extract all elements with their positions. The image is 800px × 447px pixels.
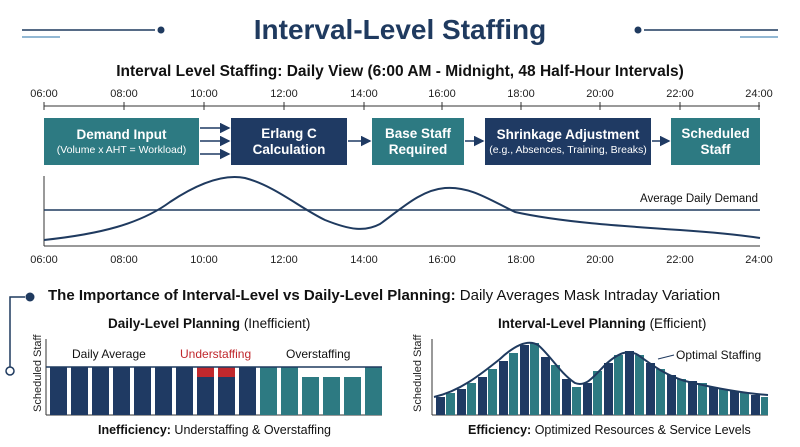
daily-bar-chart — [45, 339, 382, 416]
interval-bar-chart — [431, 339, 769, 416]
tick-bottom-2200: 22:00 — [666, 254, 694, 266]
optimal-staffing-curve — [433, 341, 769, 398]
interval-footer-bold: Efficiency: — [468, 423, 532, 437]
daily-average-label: Daily Average — [72, 347, 146, 361]
importance-heading-bold: The Importance of Interval-Level vs Dail… — [48, 287, 456, 304]
tick-bottom-2400: 24:00 — [745, 254, 773, 266]
daily-footer-light: Understaffing & Overstaffing — [174, 423, 331, 437]
flow-arrows — [200, 122, 671, 160]
scheduled-staff-label-1: Scheduled — [681, 125, 750, 141]
scheduled-staff-box: Scheduled Staff — [671, 118, 760, 165]
demand-input-sublabel: (Volume x AHT = Workload) — [56, 144, 187, 157]
top-axis-line — [43, 102, 760, 110]
tick-bottom-1600: 16:00 — [428, 254, 456, 266]
tick-top-2000: 20:00 — [586, 88, 614, 100]
tick-top-1600: 16:00 — [428, 88, 456, 100]
understaffing-gap — [197, 367, 235, 377]
demand-curve-chart — [43, 176, 761, 247]
daily-footer-bold: Inefficiency: — [98, 423, 171, 437]
base-staff-label-1: Base Staff — [384, 125, 452, 141]
interval-title-light: (Efficient) — [649, 316, 707, 331]
tick-top-0600: 06:00 — [30, 88, 58, 100]
interval-footer-light: Optimized Resources & Service Levels — [534, 423, 751, 437]
tick-top-0800: 08:00 — [110, 88, 138, 100]
section-connector — [5, 292, 35, 376]
interval-chart-title: Interval-Level Planning (Efficient) — [498, 316, 706, 331]
daily-footer: Inefficiency: Understaffing & Overstaffi… — [98, 423, 331, 437]
erlang-c-box: Erlang C Calculation — [231, 118, 347, 165]
tick-top-1800: 18:00 — [507, 88, 535, 100]
bottom-time-axis: 06:00 08:00 10:00 12:00 14:00 16:00 18:0… — [0, 252, 800, 268]
base-staff-box: Base Staff Required — [372, 118, 464, 165]
tick-bottom-1800: 18:00 — [507, 254, 535, 266]
understaffing-label: Understaffing — [180, 347, 252, 361]
tick-top-1200: 12:00 — [270, 88, 298, 100]
interval-bars — [436, 343, 768, 415]
daily-chart-title: Daily-Level Planning (Inefficient) — [108, 316, 310, 331]
tick-top-1400: 14:00 — [350, 88, 378, 100]
erlang-c-label-1: Erlang C — [261, 125, 317, 141]
interval-footer: Efficiency: Optimized Resources & Servic… — [468, 423, 751, 437]
demand-input-box: Demand Input (Volume x AHT = Workload) — [44, 118, 199, 165]
importance-heading-light: Daily Averages Mask Intraday Variation — [459, 287, 721, 304]
tick-bottom-0800: 08:00 — [110, 254, 138, 266]
tick-bottom-0600: 06:00 — [30, 254, 58, 266]
demand-curve — [43, 176, 761, 241]
tick-bottom-1400: 14:00 — [350, 254, 378, 266]
tick-top-2200: 22:00 — [666, 88, 694, 100]
tick-bottom-1200: 12:00 — [270, 254, 298, 266]
optimal-staffing-label: Optimal Staffing — [676, 348, 762, 362]
tick-top-2400: 24:00 — [745, 88, 773, 100]
daily-title-light: (Inefficient) — [243, 316, 311, 331]
daily-title-bold: Daily-Level Planning — [108, 316, 241, 331]
scheduled-staff-label-2: Staff — [700, 141, 731, 157]
overstaffing-label: Overstaffing — [286, 347, 351, 361]
overstaffing-gap — [302, 367, 361, 377]
tick-bottom-2000: 20:00 — [586, 254, 614, 266]
shrinkage-label: Shrinkage Adjustment — [496, 126, 640, 142]
shrinkage-box: Shrinkage Adjustment (e.g., Absences, Tr… — [485, 118, 651, 165]
base-staff-label-2: Required — [388, 141, 448, 157]
erlang-c-label-2: Calculation — [252, 141, 326, 157]
shrinkage-sublabel: (e.g., Absences, Training, Breaks) — [489, 144, 647, 157]
top-time-axis: 06:00 08:00 10:00 12:00 14:00 16:00 18:0… — [0, 86, 800, 106]
avg-daily-demand-label: Average Daily Demand — [640, 193, 759, 205]
interval-title-bold: Interval-Level Planning — [498, 316, 646, 331]
tick-bottom-1000: 10:00 — [190, 254, 218, 266]
page-title: Interval-Level Staffing — [253, 14, 547, 45]
importance-heading: The Importance of Interval-Level vs Dail… — [48, 287, 720, 304]
demand-input-label: Demand Input — [76, 126, 167, 142]
tick-top-1000: 10:00 — [190, 88, 218, 100]
title-decoration — [22, 26, 778, 38]
diagram-subtitle: Interval Level Staffing: Daily View (6:0… — [116, 63, 684, 80]
